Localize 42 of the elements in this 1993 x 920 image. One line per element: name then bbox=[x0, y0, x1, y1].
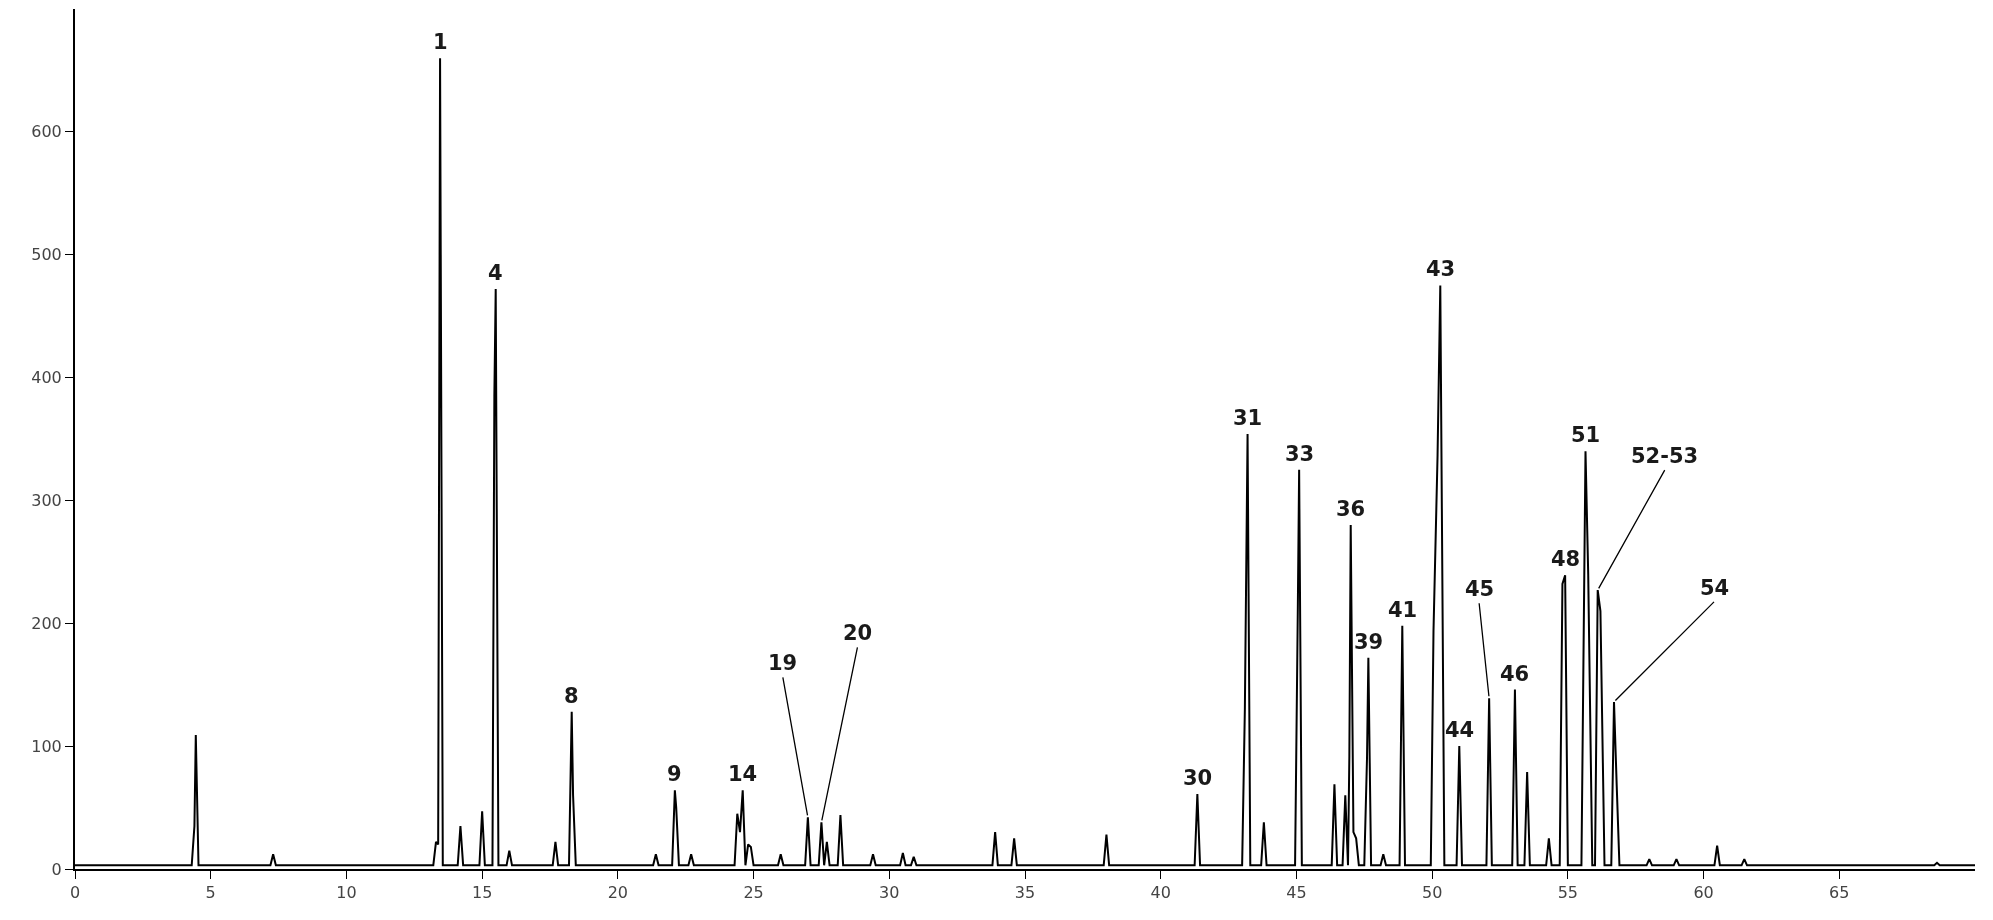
x-tick-label: 5 bbox=[205, 883, 216, 903]
annotation: 52-53 bbox=[1631, 444, 1699, 468]
annotation: 48 bbox=[1551, 547, 1581, 571]
annotation: 19 bbox=[768, 651, 798, 675]
y-tick-label: 400 bbox=[31, 368, 62, 388]
y-tick-label: 500 bbox=[31, 245, 62, 265]
x-tick-label: 40 bbox=[1150, 883, 1171, 903]
x-tick-label: 25 bbox=[743, 883, 764, 903]
x-tick-label: 20 bbox=[607, 883, 629, 903]
annotation: 9 bbox=[667, 762, 682, 786]
annotation: 51 bbox=[1571, 423, 1601, 447]
annotation: 43 bbox=[1426, 257, 1456, 281]
annotation: 4 bbox=[488, 261, 503, 285]
annotation: 33 bbox=[1285, 442, 1315, 466]
annotation: 39 bbox=[1354, 630, 1384, 654]
y-tick-label: 100 bbox=[31, 736, 62, 756]
x-tick-label: 45 bbox=[1286, 883, 1307, 903]
y-tick-label: 600 bbox=[31, 122, 62, 142]
annotation: 31 bbox=[1233, 406, 1263, 430]
x-tick-label: 0 bbox=[69, 883, 81, 903]
annotation: 30 bbox=[1183, 766, 1213, 790]
annotation: 20 bbox=[843, 621, 873, 645]
y-tick-label: 0 bbox=[51, 859, 62, 879]
annotation: 45 bbox=[1465, 577, 1495, 601]
x-tick-label: 65 bbox=[1829, 883, 1850, 903]
annotation: 41 bbox=[1388, 598, 1418, 622]
annotation: 54 bbox=[1700, 576, 1730, 600]
y-tick-label: 300 bbox=[31, 491, 62, 511]
annotation: 1 bbox=[433, 30, 448, 54]
annotation: 36 bbox=[1336, 497, 1366, 521]
x-tick-label: 15 bbox=[471, 883, 493, 903]
y-tick-label: 200 bbox=[31, 613, 62, 633]
x-tick-label: 30 bbox=[879, 883, 900, 903]
annotation: 8 bbox=[564, 684, 579, 708]
x-tick-label: 35 bbox=[1014, 883, 1036, 903]
x-tick-label: 50 bbox=[1421, 883, 1443, 903]
x-tick-label: 10 bbox=[336, 883, 357, 903]
annotation: 46 bbox=[1500, 662, 1530, 686]
x-tick-label: 60 bbox=[1693, 883, 1714, 903]
annotation: 44 bbox=[1445, 718, 1475, 742]
x-tick-label: 55 bbox=[1557, 883, 1579, 903]
annotation: 14 bbox=[728, 762, 758, 786]
